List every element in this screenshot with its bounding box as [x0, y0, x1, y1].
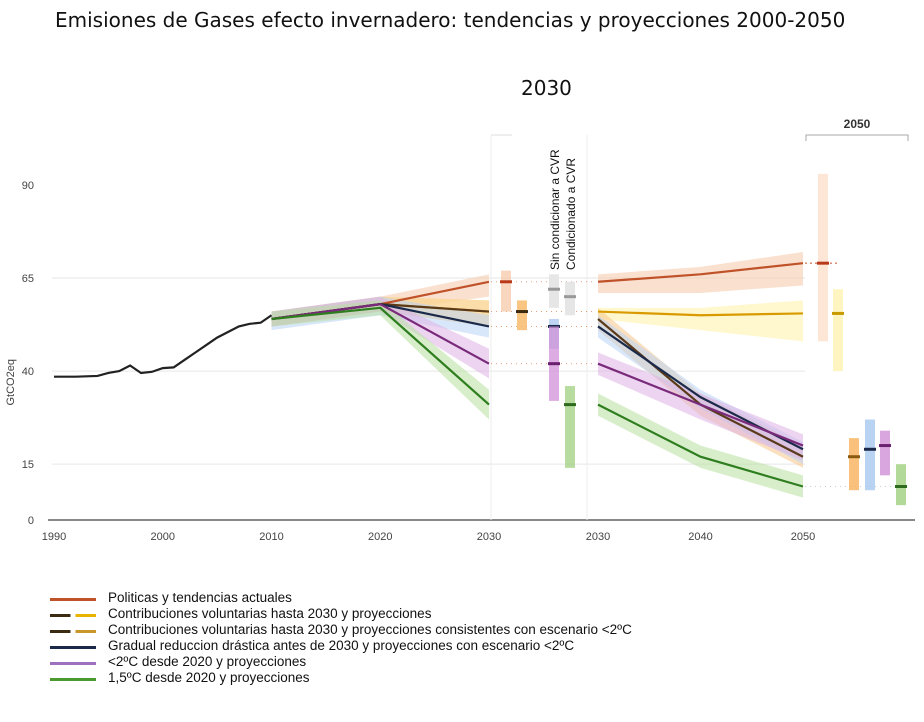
legend-label: Contribuciones voluntarias hasta 2030 y … — [108, 622, 632, 637]
y-tick-label: 0 — [28, 515, 34, 527]
range-bar-median — [548, 362, 560, 366]
legend-label: 1,5ºC desde 2020 y proyecciones — [108, 670, 310, 685]
range-bar-2050 — [896, 464, 906, 506]
chart-area: 0 15 40 65 90 1990 2000 2010 2020 2030 2030 2040 205… — [5, 117, 915, 543]
range-bar-conditional — [565, 281, 575, 316]
x-tick-label: 2050 — [791, 531, 815, 543]
range-bar-median — [895, 485, 907, 488]
range-bar-median — [848, 455, 860, 459]
panel-bracket-2050 — [805, 134, 909, 141]
x-tick-label: 1990 — [42, 531, 66, 543]
range-bar-conditional — [549, 274, 559, 308]
legend-label: Gradual reduccion drástica antes de 2030… — [108, 638, 575, 653]
series-band — [598, 300, 803, 342]
legend-label: <2ºC desde 2020 y proyecciones — [108, 654, 307, 669]
range-bar-2050 — [865, 419, 875, 491]
series-line — [597, 403, 804, 488]
x-tick-label: 2030 — [477, 531, 501, 543]
series-line — [597, 310, 804, 317]
legend-swatch — [50, 598, 96, 601]
annotation-conditional: Condicionado a CVR — [564, 158, 578, 270]
y-tick-label: 65 — [22, 273, 34, 285]
range-bar-2050 — [849, 438, 859, 491]
range-bar-2030 — [517, 300, 527, 331]
range-bar-median — [564, 403, 576, 407]
y-tick-label: 40 — [22, 366, 34, 378]
series-band — [271, 300, 489, 420]
range-bar-median — [564, 295, 576, 299]
series-band — [598, 352, 803, 461]
y-axis-label: GtCO2eq — [5, 359, 17, 405]
range-bar-2050 — [818, 173, 828, 342]
legend-label: Politicas y tendencias actuales — [108, 590, 292, 605]
y-tick-label: 15 — [22, 459, 34, 471]
series-line — [597, 362, 804, 447]
annotation-unconditional: Sin condicionar a CVR — [548, 149, 562, 270]
series-band — [598, 252, 803, 293]
historical-line — [54, 314, 273, 378]
panel-label-2050: 2050 — [844, 117, 871, 131]
range-bar-median — [500, 280, 512, 284]
x-tick-label: 2030 — [586, 531, 610, 543]
x-tick-label: 2040 — [688, 531, 712, 543]
range-bar-median — [817, 261, 829, 265]
range-bar-median — [879, 444, 891, 448]
range-bar-median — [548, 287, 560, 291]
range-bar-median — [832, 311, 844, 315]
x-tick-label: 2010 — [259, 531, 283, 543]
range-bar-2030 — [501, 270, 511, 312]
range-bar-2030 — [565, 386, 575, 468]
range-bar-median — [864, 447, 876, 451]
chart-title: Emisiones de Gases efecto invernadero: t… — [55, 8, 846, 32]
series-line — [271, 306, 490, 406]
series-line — [597, 262, 804, 283]
legend-swatch — [50, 646, 96, 649]
x-tick-label: 2020 — [368, 531, 392, 543]
y-tick-label: 90 — [22, 180, 34, 192]
x-tick-label: 2000 — [151, 531, 175, 543]
range-bar-2050 — [833, 289, 843, 372]
range-bar-median — [516, 310, 528, 314]
range-bar-2050 — [880, 430, 890, 476]
legend-swatch — [50, 662, 96, 665]
legend-swatch — [50, 630, 96, 633]
legend-swatch — [50, 614, 96, 617]
legend-label: Contribuciones voluntarias hasta 2030 y … — [108, 606, 432, 621]
series-line — [271, 302, 490, 365]
chart-subtitle: 2030 — [521, 76, 572, 100]
legend-swatch — [50, 678, 96, 681]
